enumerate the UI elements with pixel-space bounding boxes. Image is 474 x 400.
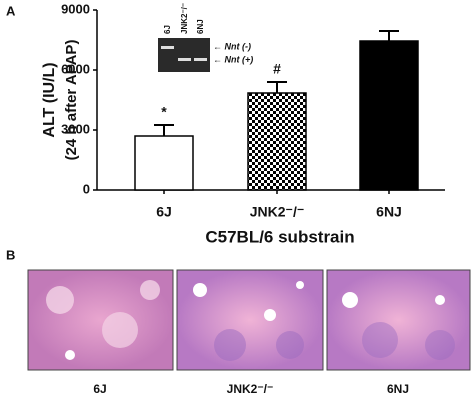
x-tick-label: 6NJ <box>376 204 402 220</box>
histology-label: 6J <box>93 382 106 396</box>
gel-band-label: ← Nnt (+) <box>213 54 253 64</box>
bar <box>247 92 307 191</box>
y-tick-label: 6000 <box>61 61 90 76</box>
annotation: # <box>273 61 281 77</box>
gel-image <box>158 38 210 72</box>
histology-label: JNK2⁻/⁻ <box>227 382 274 396</box>
bar <box>134 135 194 191</box>
y-tick-label: 3000 <box>61 121 90 136</box>
gel-lane-label: JNK2⁻/⁻ <box>180 3 189 34</box>
gel-lane-label: 6J <box>163 25 172 34</box>
panel-label: A <box>6 3 16 18</box>
bar <box>359 40 419 191</box>
y-tick-label: 9000 <box>61 1 90 16</box>
x-tick-label: 6J <box>156 204 172 220</box>
histology-image <box>326 269 471 371</box>
x-axis-label: C57BL/6 substrain <box>205 227 354 246</box>
gel-lane-label: 6NJ <box>196 19 205 34</box>
gel-band-label: ← Nnt (-) <box>213 41 251 51</box>
gel-band <box>194 58 207 61</box>
gel-band <box>178 58 191 61</box>
histology-label: 6NJ <box>387 382 409 396</box>
x-tick-label: JNK2⁻/⁻ <box>250 204 304 220</box>
y-tick-label: 0 <box>83 181 90 196</box>
gel-band <box>161 46 174 49</box>
panel-label: B <box>6 247 15 262</box>
histology-panels <box>27 269 471 371</box>
y-axis-label: (24 h after APAP) <box>63 40 80 161</box>
annotation: * <box>161 104 167 120</box>
y-axis-label: ALT (IU/L) <box>41 62 58 137</box>
